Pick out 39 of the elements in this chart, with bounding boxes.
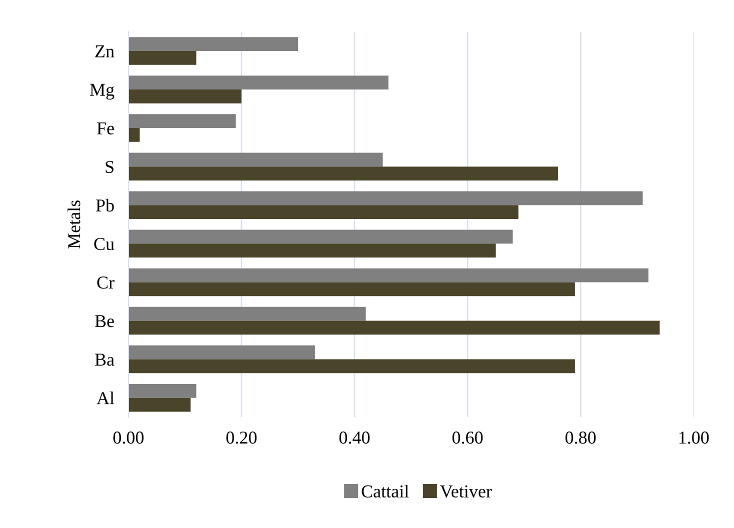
bar (128, 282, 575, 296)
y-tick-label: Fe (97, 122, 114, 134)
bar (128, 166, 558, 180)
x-tick-label: 0.60 (452, 432, 483, 444)
x-tick-label: 0.40 (339, 432, 370, 444)
x-tick-label: 0.20 (226, 432, 257, 444)
x-tick-label: 0.00 (113, 432, 144, 444)
x-tick-label: 1.00 (679, 432, 709, 444)
bar (128, 230, 513, 244)
bar (128, 268, 648, 282)
bar (128, 345, 315, 360)
bar (128, 205, 518, 220)
bar (128, 76, 388, 90)
bar (128, 50, 196, 65)
x-tick-label: 0.80 (565, 432, 596, 444)
bar (128, 398, 191, 412)
legend-label: Vetiver (440, 485, 492, 498)
y-tick-label: Zn (95, 45, 114, 58)
y-axis-title: Metals (68, 200, 80, 248)
bar (128, 152, 383, 167)
bar (128, 306, 366, 321)
bar (128, 384, 196, 398)
y-tick-label: S (106, 160, 114, 174)
bar (128, 320, 660, 335)
y-tick-label: Cu (94, 238, 114, 250)
bar (128, 128, 140, 142)
bar (128, 191, 643, 206)
legend-label: Cattail (362, 484, 409, 498)
y-tick-label: Mg (90, 84, 114, 100)
y-tick-label: Be (95, 315, 114, 328)
bar (128, 89, 242, 104)
y-tick-label: Cr (97, 276, 114, 289)
bar (128, 37, 298, 51)
bar (128, 244, 496, 258)
y-tick-label: Ba (95, 354, 114, 366)
bar (128, 359, 575, 374)
bar (128, 114, 236, 128)
y-tick-label: Al (96, 392, 114, 404)
y-tick-label: Pb (96, 198, 114, 212)
